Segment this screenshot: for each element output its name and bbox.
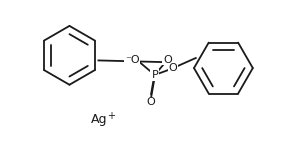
Text: O: O (163, 55, 172, 65)
Text: P: P (151, 70, 158, 80)
Text: O: O (169, 63, 178, 73)
Text: ⁻O: ⁻O (125, 54, 140, 64)
Text: Ag: Ag (91, 113, 108, 126)
Text: +: + (107, 111, 115, 121)
Text: O: O (147, 97, 155, 107)
